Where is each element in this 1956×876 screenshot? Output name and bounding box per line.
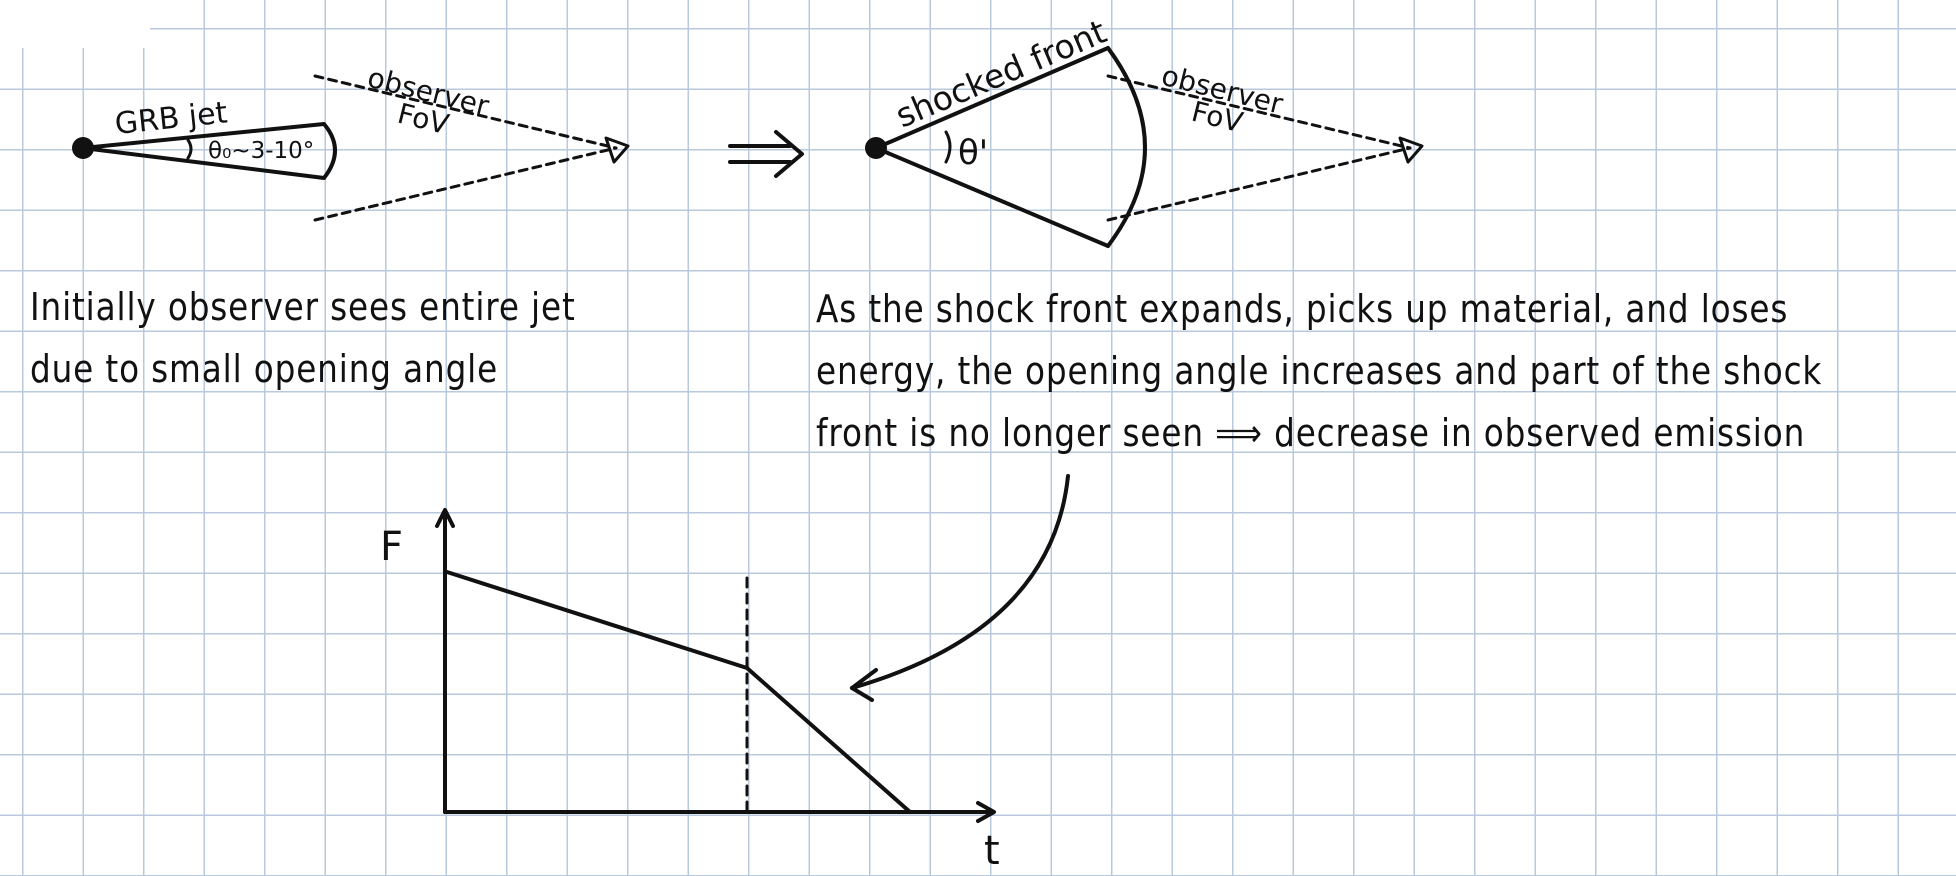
shock-cone-upper-edge (874, 46, 1110, 150)
right-shock-diagram (865, 46, 1424, 248)
light-curve-graph (435, 508, 996, 823)
right-observer-eye-icon (1398, 136, 1424, 164)
y-axis-label: F (380, 524, 403, 570)
shock-angle-arc (944, 130, 952, 164)
jet-cone (81, 122, 337, 180)
right-note-line-3: front is no longer seen ⟹ decrease in ob… (816, 411, 1806, 455)
jet-angle-arc (186, 138, 193, 160)
light-curve-late-segment (745, 666, 912, 814)
shock-angle-label: θ' (958, 133, 988, 173)
left-fov-upper-line (313, 74, 618, 150)
jet-angle-label: θ₀~3-10° (208, 138, 314, 164)
x-axis-arrowhead (976, 801, 996, 823)
pointer-arrow (850, 474, 1070, 702)
right-note-line-2: energy, the opening angle increases and … (816, 349, 1823, 393)
right-fov-upper-line (1106, 74, 1412, 150)
shock-front-arc (1106, 46, 1147, 248)
left-note-line-1: Initially observer sees entire jet (30, 285, 576, 329)
right-note-line-1: As the shock front expands, picks up mat… (816, 287, 1789, 331)
right-fov-lower-line (1106, 146, 1412, 222)
shock-front-label: shocked front (890, 12, 1112, 136)
shock-cone-lower-edge (874, 146, 1110, 248)
left-observer-eye-icon (604, 136, 630, 164)
left-jet-diagram (72, 74, 630, 222)
implies-arrow-icon (728, 130, 804, 178)
left-fov-lower-line (313, 146, 618, 222)
left-note-line-2: due to small opening angle (30, 347, 499, 391)
y-axis-arrowhead (435, 508, 455, 528)
light-curve-early-segment (445, 570, 749, 670)
x-axis-label: t (984, 828, 1000, 874)
paper-margin (0, 0, 150, 48)
